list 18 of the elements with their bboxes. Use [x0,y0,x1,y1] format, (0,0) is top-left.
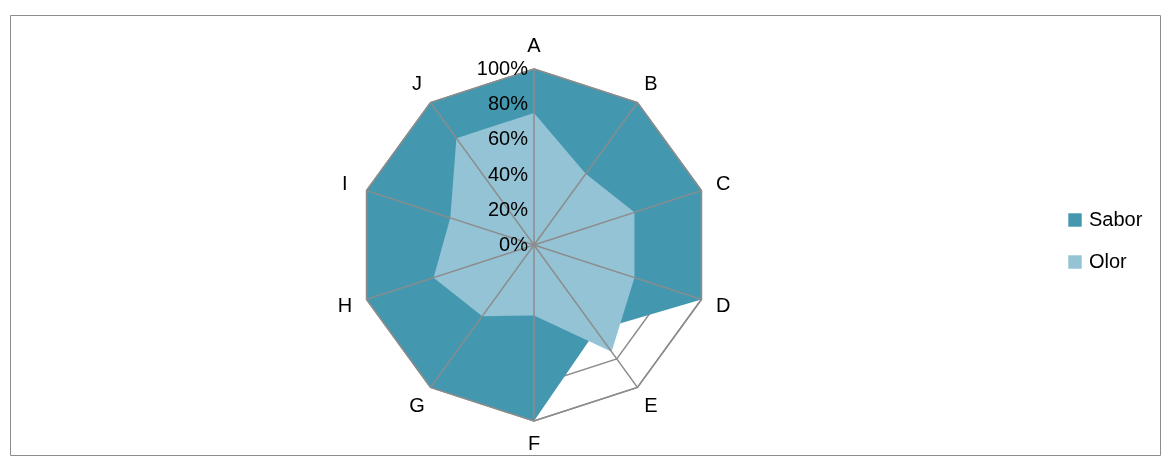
spoke-label: B [644,72,658,95]
y-tick-label: 0% [499,233,529,255]
y-tick-label: 20% [487,197,529,220]
spoke-label: D [715,294,731,317]
legend-label: Olor [1089,250,1128,272]
spoke-label: G [409,393,425,416]
spoke-label: F [527,431,541,454]
spoke-label: I [342,171,348,194]
y-tick-label: 80% [487,92,529,115]
spoke-label: A [527,34,542,57]
y-tick-label: 100% [476,57,529,79]
legend-label: Sabor [1089,208,1143,230]
y-tick-label: 60% [487,127,529,150]
spoke-label: E [644,393,658,416]
y-tick-label: 40% [487,162,529,185]
spoke-label: C [715,171,731,194]
spoke-label: J [412,72,423,95]
spoke-label: H [337,294,353,317]
